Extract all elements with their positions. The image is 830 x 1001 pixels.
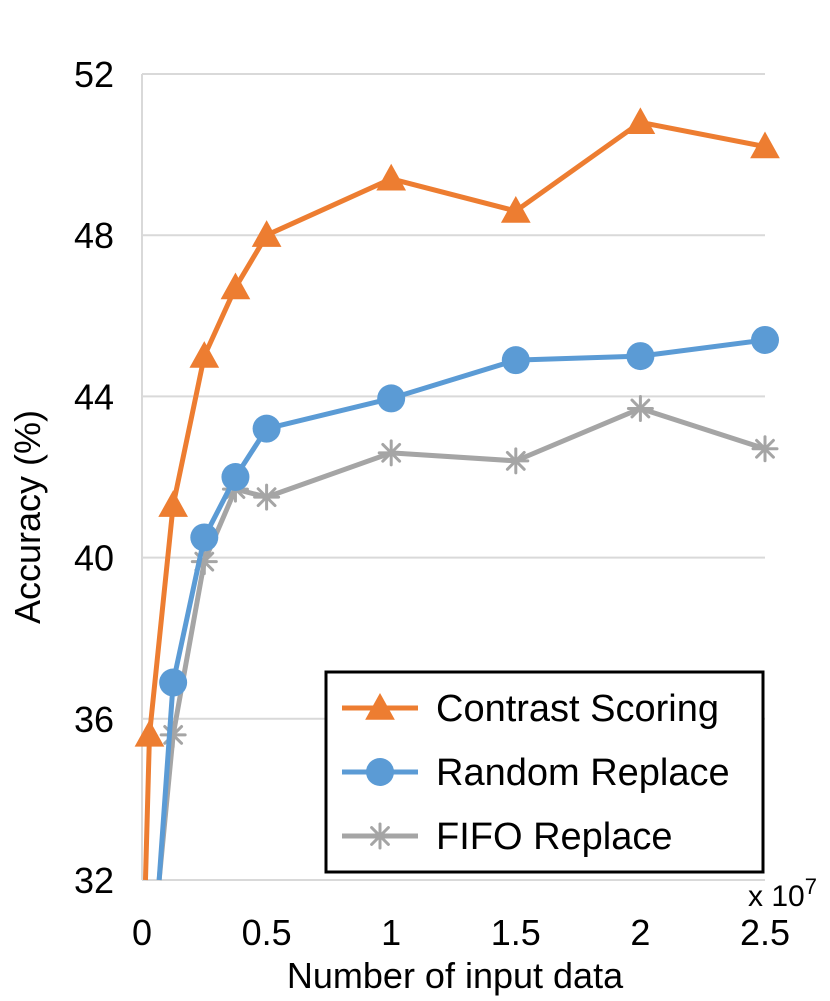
series-circle [156,325,779,881]
legend-marker [365,692,395,720]
y-axis-title: Accuracy (%) [7,410,48,624]
data-point [626,394,654,422]
legend-label: FIFO Replace [436,816,673,858]
legend: Contrast Scoring Random Replace FIFO Repla… [324,670,765,874]
legend-marker [366,822,394,850]
x-axis-multiplier-base: x 10 [748,880,805,913]
data-point [377,384,406,413]
data-point [220,272,251,300]
data-point [134,719,165,747]
x-axis-title: Number of input data [287,955,624,996]
data-point [253,483,281,511]
gridlines [142,73,765,720]
x-tick-label: 2.5 [740,912,790,953]
y-tick-labels: 32 36 40 44 48 52 [74,54,114,901]
legend-item: FIFO Replace [342,816,673,858]
series-layer [134,107,780,881]
data-point [751,325,779,354]
legend-label: Random Replace [436,752,730,794]
x-axis-multiplier: x 107 [748,874,817,913]
legend-item: Contrast Scoring [342,688,719,730]
y-tick-label: 32 [74,860,114,901]
data-point [625,107,656,135]
data-point [501,346,530,375]
data-point [750,131,780,159]
data-point [500,195,531,223]
data-point [502,447,530,475]
y-tick-label: 36 [74,699,114,740]
data-point [377,439,405,467]
y-tick-label: 40 [74,538,114,579]
series-line [142,119,766,881]
x-tick-label: 1.5 [491,912,541,953]
data-point [626,342,655,371]
x-tick-label: 1 [381,912,401,953]
series-triangle [134,107,780,881]
y-tick-label: 44 [74,376,114,417]
x-tick-label: 0.5 [242,912,292,953]
data-point [751,435,779,463]
data-point [159,721,187,749]
data-point [221,463,250,491]
x-tick-label: 2 [630,912,650,953]
y-tick-label: 48 [74,215,114,256]
legend-label: Contrast Scoring [436,688,719,730]
x-tick-label: 0 [132,912,152,953]
x-axis-multiplier-exponent: 7 [805,874,817,899]
data-point [251,220,282,247]
data-point [159,668,188,697]
legend-marker [366,758,394,786]
data-point [189,341,220,368]
data-point [252,414,281,443]
data-point [158,490,188,517]
x-tick-labels: 0 0.5 1 1.5 2 2.5 [132,912,790,953]
series-asterisk [156,394,779,881]
data-point [190,523,219,552]
y-tick-label: 52 [74,54,114,95]
data-point [376,163,407,191]
legend-item: Random Replace [342,752,730,794]
